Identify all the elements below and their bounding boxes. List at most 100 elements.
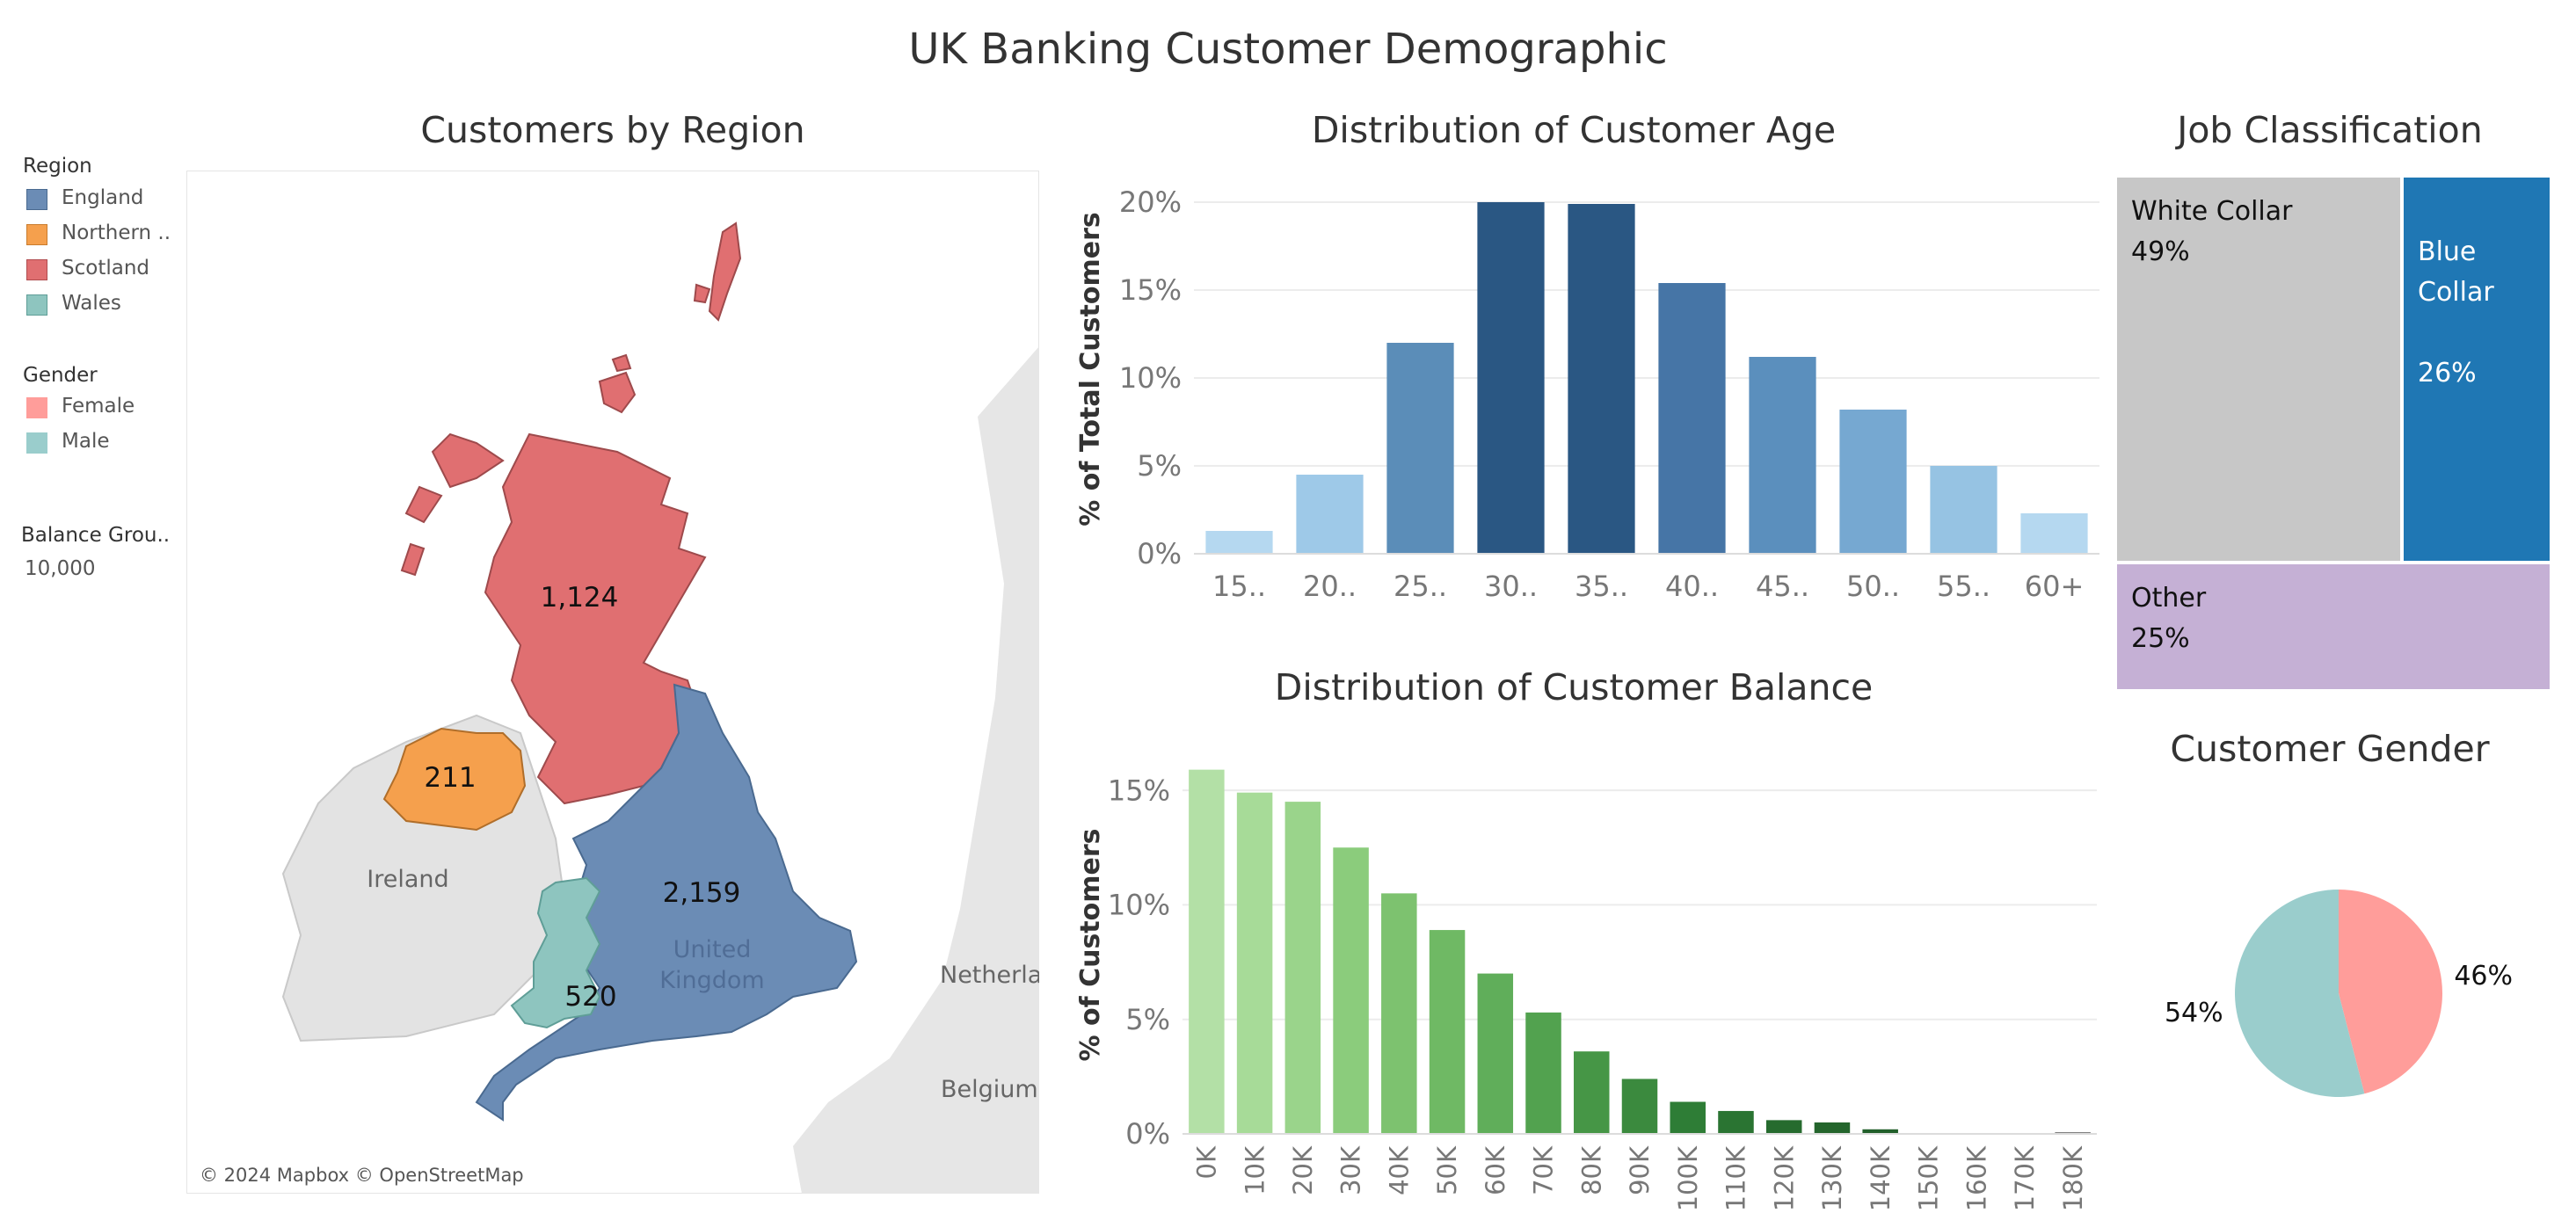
pie-label: 46% bbox=[2454, 961, 2513, 991]
x-tick-label: 160K bbox=[1961, 1145, 1991, 1209]
bar[interactable] bbox=[1236, 792, 1273, 1134]
northern-ireland-value: 211 bbox=[424, 762, 476, 794]
y-tick-label: 5% bbox=[1137, 449, 1182, 483]
x-tick-label: 150K bbox=[1914, 1145, 1944, 1209]
legend-label: Male bbox=[62, 430, 110, 453]
dashboard-title: UK Banking Customer Demographic bbox=[908, 25, 1668, 74]
x-tick-label: 180K bbox=[2058, 1145, 2088, 1209]
bar[interactable] bbox=[1189, 769, 1225, 1134]
europe-mainland bbox=[793, 346, 1039, 1194]
pie-slice-female[interactable] bbox=[2339, 890, 2442, 1094]
bar[interactable] bbox=[1296, 475, 1364, 554]
bar[interactable] bbox=[1574, 1051, 1610, 1134]
bar[interactable] bbox=[1477, 202, 1545, 554]
gender-pie-chart: 46% 54% bbox=[2128, 817, 2550, 1169]
bar[interactable] bbox=[1749, 357, 1816, 554]
treemap-cell-blue-collar[interactable]: Blue Collar 26% bbox=[2404, 178, 2550, 561]
bar[interactable] bbox=[1284, 802, 1321, 1134]
y-axis-label: % of Customers bbox=[1075, 828, 1106, 1061]
bar[interactable] bbox=[1477, 973, 1514, 1134]
x-tick-label: 30K bbox=[1336, 1145, 1366, 1195]
bar[interactable] bbox=[1381, 893, 1417, 1134]
x-tick-label: 100K bbox=[1673, 1145, 1703, 1209]
x-tick-label: 30.. bbox=[1484, 570, 1538, 603]
x-tick-label: 60+ bbox=[2025, 570, 2085, 603]
legend-swatch bbox=[26, 294, 47, 316]
bar[interactable] bbox=[1839, 410, 1907, 554]
job-chart-title: Job Classification bbox=[2177, 109, 2483, 151]
bar[interactable] bbox=[1930, 466, 1997, 554]
bar[interactable] bbox=[2020, 513, 2088, 554]
bar[interactable] bbox=[1205, 531, 1273, 554]
x-tick-label: 140K bbox=[1866, 1145, 1896, 1209]
x-tick-label: 120K bbox=[1769, 1145, 1799, 1209]
x-tick-label: 60K bbox=[1481, 1145, 1510, 1195]
region-legend-title: Region bbox=[23, 155, 92, 178]
pie-slice-male[interactable] bbox=[2235, 890, 2365, 1097]
y-axis-label: % of Total Customers bbox=[1075, 212, 1106, 526]
map-title: Customers by Region bbox=[420, 109, 805, 151]
legend-swatch bbox=[26, 397, 47, 418]
treemap-label: Other bbox=[2131, 583, 2207, 614]
england-value: 2,159 bbox=[663, 877, 741, 909]
age-chart-title: Distribution of Customer Age bbox=[1311, 109, 1837, 151]
legend-label: Wales bbox=[62, 292, 121, 315]
y-tick-label: 0% bbox=[1125, 1117, 1170, 1151]
x-tick-label: 55.. bbox=[1937, 570, 1990, 603]
gender-legend-title: Gender bbox=[23, 364, 98, 387]
x-tick-label: 20K bbox=[1288, 1145, 1318, 1195]
bar[interactable] bbox=[1765, 1120, 1802, 1134]
northern-ireland-shape bbox=[382, 727, 527, 832]
x-tick-label: 45.. bbox=[1756, 570, 1809, 603]
x-tick-label: 130K bbox=[1817, 1145, 1847, 1209]
netherlands-label: Netherla bbox=[940, 962, 1039, 989]
bar[interactable] bbox=[1670, 1101, 1706, 1134]
wales-shape bbox=[510, 876, 601, 1029]
age-chart-svg: 0% 5% 10% 15% 20% % of Total Customers 15.. 20.… bbox=[1075, 185, 2099, 603]
x-tick-label: 90K bbox=[1625, 1145, 1655, 1195]
legend-swatch bbox=[26, 259, 47, 280]
x-tick-label: 25.. bbox=[1394, 570, 1447, 603]
x-tick-label: 50.. bbox=[1846, 570, 1900, 603]
bar[interactable] bbox=[1658, 283, 1726, 554]
bar[interactable] bbox=[1862, 1129, 1898, 1134]
legend-label: Scotland bbox=[62, 257, 149, 280]
treemap-pct: 26% bbox=[2418, 358, 2477, 389]
ireland-label: Ireland bbox=[367, 866, 448, 893]
bar[interactable] bbox=[1386, 343, 1454, 554]
uk-label-line2: Kingdom bbox=[659, 967, 764, 994]
bar[interactable] bbox=[1814, 1122, 1851, 1134]
map-svg: Ireland United Kingdom Netherla Belgium … bbox=[186, 170, 1042, 1195]
region-map[interactable]: Ireland United Kingdom Netherla Belgium … bbox=[186, 170, 1042, 1195]
bar[interactable] bbox=[1429, 930, 1466, 1134]
treemap-pct: 25% bbox=[2131, 623, 2190, 654]
x-tick-label: 15.. bbox=[1212, 570, 1266, 603]
x-tick-label: 0K bbox=[1192, 1145, 1222, 1179]
treemap-cell-white-collar[interactable]: White Collar 49% bbox=[2117, 178, 2400, 561]
england-shape bbox=[475, 683, 858, 1122]
balance-group-value[interactable]: 10,000 bbox=[25, 557, 96, 580]
x-tick-label: 70K bbox=[1529, 1145, 1559, 1195]
x-tick-label: 50K bbox=[1432, 1145, 1462, 1195]
legend-label: England bbox=[62, 186, 144, 209]
legend-label: Northern .. bbox=[62, 222, 171, 244]
bar[interactable] bbox=[1621, 1079, 1658, 1134]
y-tick-label: 20% bbox=[1119, 185, 1182, 219]
orkney-islands bbox=[598, 353, 637, 414]
legend-swatch bbox=[26, 432, 47, 454]
legend-swatch bbox=[26, 189, 47, 210]
belgium-label: Belgium bbox=[941, 1076, 1038, 1103]
treemap-cell-other[interactable]: Other 25% bbox=[2117, 564, 2550, 689]
bar[interactable] bbox=[1333, 847, 1369, 1134]
wales-value: 520 bbox=[564, 981, 616, 1013]
x-tick-label: 170K bbox=[2010, 1145, 2040, 1209]
x-tick-label: 40.. bbox=[1665, 570, 1719, 603]
bar[interactable] bbox=[1568, 204, 1635, 554]
bar[interactable] bbox=[1718, 1110, 1754, 1134]
uk-label-line1: United bbox=[673, 936, 752, 963]
bar[interactable] bbox=[1525, 1012, 1561, 1134]
gender-chart-title: Customer Gender bbox=[2170, 728, 2490, 770]
balance-group-title: Balance Grou.. bbox=[21, 524, 171, 547]
treemap-label: White Collar bbox=[2131, 196, 2293, 227]
map-attribution: © 2024 Mapbox © OpenStreetMap bbox=[200, 1165, 524, 1186]
